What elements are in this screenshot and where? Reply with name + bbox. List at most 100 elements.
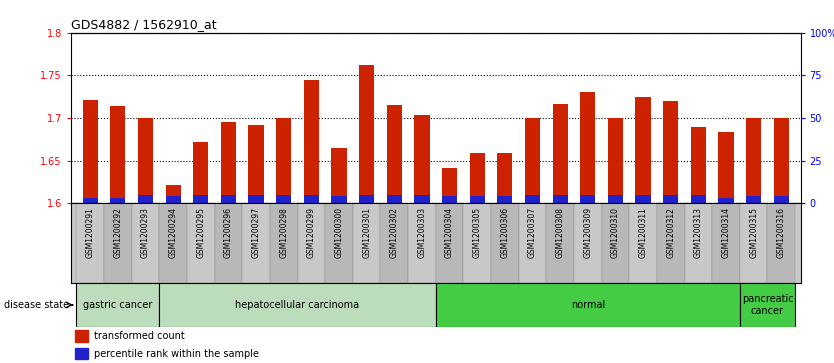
Bar	[77, 283, 159, 327]
Bar	[83, 100, 98, 203]
Text: GSM1200306: GSM1200306	[500, 207, 510, 258]
Bar	[221, 195, 236, 203]
Bar	[276, 118, 291, 203]
Bar	[435, 203, 464, 283]
Bar	[249, 195, 264, 203]
Bar	[132, 203, 159, 283]
Bar	[331, 148, 347, 203]
Text: GSM1200305: GSM1200305	[473, 207, 482, 258]
Bar	[110, 106, 125, 203]
Text: GSM1200312: GSM1200312	[666, 207, 676, 258]
Bar	[325, 203, 353, 283]
Text: GSM1200302: GSM1200302	[389, 207, 399, 258]
Bar	[470, 153, 485, 203]
Text: percentile rank within the sample: percentile rank within the sample	[94, 348, 259, 359]
Bar	[464, 203, 491, 283]
Bar	[525, 118, 540, 203]
Bar	[691, 195, 706, 203]
Bar	[387, 195, 402, 203]
Bar	[380, 203, 408, 283]
Text: GSM1200292: GSM1200292	[113, 207, 123, 258]
Bar	[746, 196, 761, 203]
Bar	[685, 203, 712, 283]
Text: disease state: disease state	[4, 300, 69, 310]
Bar	[249, 125, 264, 203]
Bar	[774, 196, 789, 203]
Bar	[187, 203, 214, 283]
Text: GSM1200307: GSM1200307	[528, 207, 537, 258]
Bar	[574, 203, 601, 283]
Bar	[497, 196, 512, 203]
Bar	[580, 93, 595, 203]
Text: GSM1200293: GSM1200293	[141, 207, 150, 258]
Bar	[525, 195, 540, 203]
Bar	[601, 203, 630, 283]
Bar	[110, 198, 125, 203]
Bar	[304, 195, 319, 203]
Bar	[193, 195, 208, 203]
Text: GSM1200308: GSM1200308	[555, 207, 565, 258]
Bar	[408, 203, 435, 283]
Text: GDS4882 / 1562910_at: GDS4882 / 1562910_at	[71, 19, 217, 32]
Bar	[221, 122, 236, 203]
Bar	[387, 105, 402, 203]
Text: transformed count: transformed count	[94, 331, 185, 341]
Bar	[159, 283, 435, 327]
Bar	[442, 196, 457, 203]
Text: GSM1200314: GSM1200314	[721, 207, 731, 258]
Bar	[270, 203, 298, 283]
Bar	[353, 203, 380, 283]
Text: GSM1200294: GSM1200294	[168, 207, 178, 258]
Bar	[83, 198, 98, 203]
Bar	[630, 203, 657, 283]
Bar	[691, 127, 706, 203]
Text: GSM1200291: GSM1200291	[86, 207, 95, 258]
Bar	[546, 203, 574, 283]
Text: GSM1200309: GSM1200309	[583, 207, 592, 258]
Text: GSM1200299: GSM1200299	[307, 207, 316, 258]
Text: GSM1200301: GSM1200301	[362, 207, 371, 258]
Bar	[359, 65, 374, 203]
Bar	[553, 195, 568, 203]
Bar	[497, 153, 512, 203]
Text: GSM1200304: GSM1200304	[445, 207, 454, 258]
Bar	[718, 198, 734, 203]
Bar	[414, 195, 430, 203]
Bar	[774, 118, 789, 203]
Bar	[304, 81, 319, 203]
Bar	[193, 142, 208, 203]
Bar	[718, 132, 734, 203]
Bar	[359, 195, 374, 203]
Text: GSM1200300: GSM1200300	[334, 207, 344, 258]
Text: gastric cancer: gastric cancer	[83, 300, 153, 310]
Bar	[470, 196, 485, 203]
Text: pancreatic
cancer: pancreatic cancer	[741, 294, 793, 316]
Text: GSM1200316: GSM1200316	[776, 207, 786, 258]
Bar	[712, 203, 740, 283]
Bar	[636, 97, 651, 203]
Bar	[657, 203, 685, 283]
Text: GSM1200313: GSM1200313	[694, 207, 703, 258]
Bar	[435, 283, 740, 327]
Text: GSM1200296: GSM1200296	[224, 207, 233, 258]
Text: GSM1200303: GSM1200303	[418, 207, 426, 258]
Text: GSM1200297: GSM1200297	[252, 207, 260, 258]
Bar	[166, 184, 181, 203]
Bar	[608, 195, 623, 203]
Text: GSM1200311: GSM1200311	[639, 207, 647, 258]
Text: GSM1200315: GSM1200315	[749, 207, 758, 258]
Bar	[138, 118, 153, 203]
Bar	[608, 118, 623, 203]
Bar	[214, 203, 242, 283]
Bar	[663, 101, 678, 203]
Text: hepatocellular carcinoma: hepatocellular carcinoma	[235, 300, 359, 310]
Bar	[491, 203, 519, 283]
Bar	[74, 330, 88, 342]
Text: GSM1200295: GSM1200295	[196, 207, 205, 258]
Bar	[242, 203, 270, 283]
Bar	[298, 203, 325, 283]
Bar	[740, 283, 795, 327]
Bar	[580, 195, 595, 203]
Bar	[553, 104, 568, 203]
Bar	[767, 203, 795, 283]
